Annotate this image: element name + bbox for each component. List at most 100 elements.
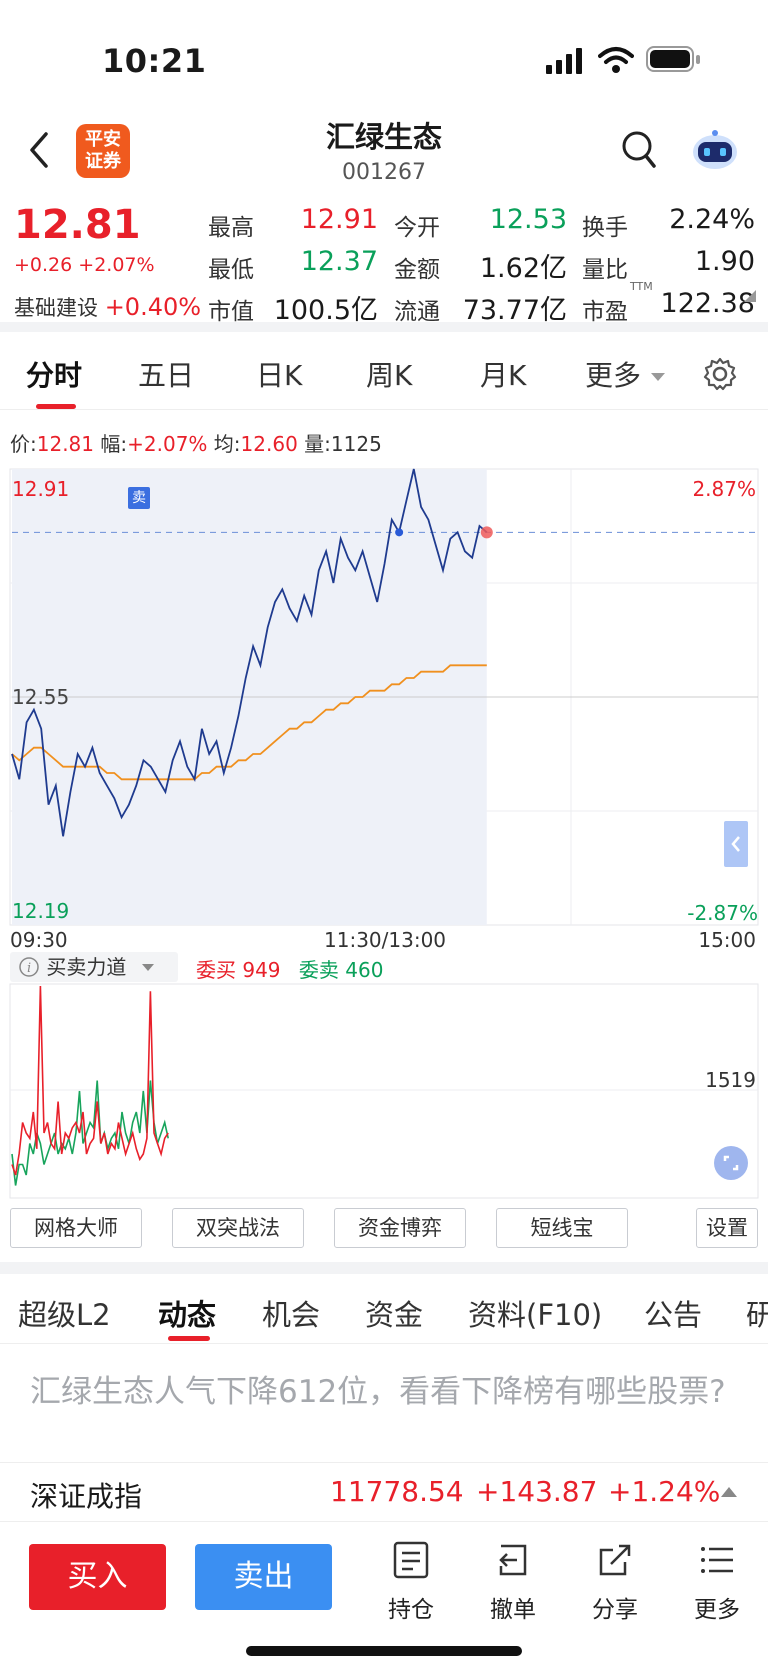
bottom-action-bar: 买入 卖出 持仓 撤单 分享 更多 [0, 1522, 768, 1670]
tab-five-day[interactable]: 五日 [138, 359, 195, 392]
more-label: 更多 [694, 1597, 740, 1623]
info-tabs: 超级L2 动态 机会 资金 资料(F10) 公告 研 [0, 1274, 768, 1344]
buy-button[interactable]: 买入 [29, 1544, 166, 1610]
collapse-panel-tab[interactable] [724, 821, 748, 867]
tab-news-feed[interactable]: 动态 [158, 1298, 217, 1332]
index-name: 深证成指 [30, 1480, 143, 1513]
info-vol: 1125 [330, 432, 382, 456]
index-pct: +1.24% [608, 1475, 721, 1508]
bid-value: 949 [242, 958, 281, 982]
sell-button[interactable]: 卖出 [195, 1544, 332, 1610]
info-icon: i [19, 957, 39, 977]
quote-field-label: 市值 [208, 299, 254, 325]
broker-logo[interactable]: 平安 证券 [76, 124, 130, 178]
quote-field-label: 今开 [394, 215, 440, 241]
search-icon[interactable] [620, 128, 660, 172]
status-time: 10:21 [102, 42, 207, 80]
y-mid-label: 12.55 [12, 685, 70, 709]
share-button[interactable]: 分享 [575, 1540, 655, 1624]
nav-header: 平安 证券 汇绿生态 001267 [0, 110, 768, 192]
avg-price-line [11, 664, 487, 781]
tab-monthly-k[interactable]: 月K [480, 359, 527, 392]
tab-opportunities[interactable]: 机会 [262, 1298, 321, 1332]
chart-tabs: 分时 五日 日K 周K 月K 更多 [0, 332, 768, 410]
menu-icon [701, 1547, 733, 1573]
tool-short-term[interactable]: 短线宝 [496, 1208, 628, 1248]
current-price: 12.81 [14, 202, 141, 248]
quote-field-value: 1.90 [694, 246, 755, 277]
tab-daily-k[interactable]: 日K [256, 359, 303, 392]
more-button[interactable]: 更多 [677, 1540, 757, 1624]
sector-line[interactable]: 基础建设 +0.40% [14, 292, 201, 322]
x-start-label: 09:30 [10, 928, 68, 952]
tab-super-l2[interactable]: 超级L2 [18, 1298, 111, 1332]
expand-icon [723, 1155, 739, 1171]
ask-label: 委卖 [298, 958, 339, 982]
pct-bottom-label: -2.87% [687, 901, 758, 925]
tool-capital-game[interactable]: 资金博弈 [334, 1208, 466, 1248]
section-divider [0, 1262, 768, 1274]
force-layer [11, 985, 169, 1186]
info-range: +2.07% [127, 432, 208, 456]
stock-code: 001267 [342, 160, 426, 185]
quote-field-value: 2.24% [669, 204, 755, 235]
tool-double-breakout[interactable]: 双突战法 [172, 1208, 304, 1248]
back-arrow-icon[interactable] [26, 130, 52, 170]
pct-top-label: 2.87% [692, 477, 756, 501]
settings-gear-icon[interactable] [702, 356, 738, 392]
quote-field-value: 12.91 [300, 204, 378, 235]
ai-robot-icon[interactable] [688, 126, 742, 174]
quote-field-value: 122.38 [660, 288, 755, 319]
price-label: 价: [10, 432, 37, 456]
fullscreen-button[interactable] [714, 1146, 748, 1180]
tab-research[interactable]: 研 [746, 1292, 768, 1334]
caret-down-icon [650, 373, 665, 381]
tab-more[interactable]: 更多 [585, 354, 666, 394]
tab-more-label: 更多 [585, 359, 642, 392]
caret-up-icon[interactable] [720, 1485, 738, 1499]
bid-force-line [11, 985, 169, 1176]
share-icon [599, 1544, 631, 1576]
battery-icon [646, 46, 700, 72]
signal-icon [546, 48, 582, 74]
share-label: 分享 [592, 1597, 638, 1623]
cancel-order-label: 撤单 [490, 1597, 536, 1623]
tab-intraday[interactable]: 分时 [26, 359, 83, 392]
quote-field-value: 73.77亿 [462, 295, 567, 326]
force-indicator-select[interactable]: i 买卖力道 [10, 952, 178, 982]
index-ticker[interactable]: 深证成指 11778.54 +143.87 +1.24% [0, 1462, 768, 1522]
tab-capital[interactable]: 资金 [365, 1298, 424, 1332]
expand-corner-icon[interactable] [744, 290, 756, 302]
x-end-label: 15:00 [698, 928, 756, 952]
y-bottom-label: 12.19 [12, 899, 70, 923]
index-value: 11778.54 [330, 1475, 464, 1508]
price-line [11, 468, 488, 837]
y-top-label: 12.91 [12, 477, 70, 501]
tool-settings[interactable]: 设置 [696, 1208, 758, 1248]
news-headline[interactable]: 汇绿生态人气下降612位，看看下降榜有哪些股票? [30, 1374, 726, 1410]
cancel-order-icon [499, 1544, 527, 1576]
force-select-label: 买卖力道 [46, 955, 127, 979]
quote-block: 12.81 +0.26 +2.07% 基础建设 +0.40% 最高 12.91 今开… [0, 192, 768, 332]
quote-field-label: 最低 [208, 257, 254, 283]
holdings-button[interactable]: 持仓 [371, 1540, 451, 1624]
sell-marker[interactable]: 卖 [128, 487, 150, 509]
svg-text:i: i [27, 961, 31, 976]
tab-profile-f10[interactable]: 资料(F10) [468, 1298, 603, 1332]
tab-announcements[interactable]: 公告 [644, 1298, 703, 1332]
tab-weekly-k[interactable]: 周K [366, 359, 413, 392]
tool-grid-master[interactable]: 网格大师 [10, 1208, 142, 1248]
pe-ttm-superscript: TTM [630, 280, 653, 293]
home-indicator [246, 1646, 522, 1656]
force-svg [9, 983, 759, 1199]
force-chart[interactable]: 1519 [0, 978, 768, 1203]
info-line: 价:12.81 幅:+2.07% 均:12.60 量:1125 [10, 428, 382, 457]
cancel-order-button[interactable]: 撤单 [473, 1540, 553, 1624]
quote-field-value: 12.53 [489, 204, 567, 235]
bid-force: 委买 949 委卖 460 [196, 954, 383, 983]
quote-field-label: 市盈 [582, 299, 628, 325]
sector-name: 基础建设 [14, 296, 98, 320]
index-change: +143.87 [476, 1475, 598, 1508]
broker-logo-line1: 平安 [85, 129, 121, 150]
intraday-chart[interactable]: 12.91 12.55 12.19 2.87% -2.87% 卖 [0, 465, 768, 945]
